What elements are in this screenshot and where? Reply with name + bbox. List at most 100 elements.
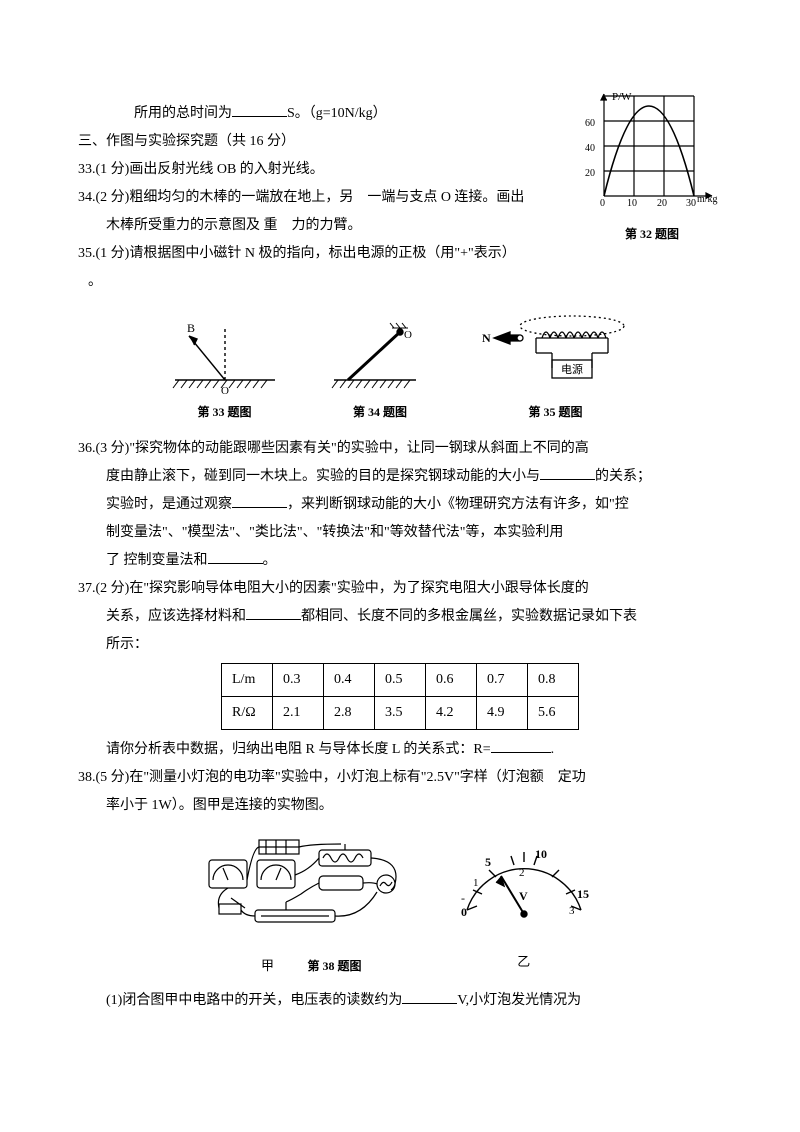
q37-text4a: 请你分析表中数据，归纳出电阻 R 与导体长度 L 的关系式：R= — [106, 742, 491, 757]
q38-sub1a: (1)闭合图甲中电路中的开关，电压表的读数约为 — [106, 993, 402, 1008]
q37-line4: 请你分析表中数据，归纳出电阻 R 与导体长度 L 的关系式：R=. — [78, 736, 722, 764]
svg-text:O: O — [221, 385, 229, 397]
q36-num: 36. — [78, 441, 96, 456]
svg-text:5: 5 — [485, 855, 491, 869]
q37-text4b: . — [551, 742, 555, 757]
q35-line2: 。 — [78, 268, 722, 296]
svg-text:60: 60 — [585, 118, 595, 129]
cell: 0.6 — [426, 664, 477, 697]
fig34-svg: O — [320, 318, 440, 398]
q36-line1: 36.(3 分)"探究物体的动能跟哪些因素有关"的实验中，让同一钢球从斜面上不同… — [78, 435, 722, 463]
cell: 5.6 — [528, 697, 579, 730]
q36-line2: 度由静止滚下，碰到同一木块上。实验的目的是探究钢球动能的大小与 的关系； — [78, 463, 722, 491]
q37-line1: 37.(2 分)在"探究影响导体电阻大小的因素"实验中，为了探究电阻大小跟导体长… — [78, 575, 722, 603]
q38-figures: 甲 第 38 题图 — [78, 830, 722, 981]
svg-text:B: B — [187, 321, 195, 335]
svg-text:V: V — [519, 889, 528, 903]
cell: 2.8 — [324, 697, 375, 730]
y-axis-label: P/W — [612, 91, 632, 103]
q32-chart: P/W 60 40 20 0 10 20 30 m/kg 第 32 题图 — [582, 90, 722, 246]
q33-text: 画出反射光线 OB 的入射光线。 — [129, 162, 323, 177]
q36-text5b: 。 — [263, 553, 277, 568]
q37-text2a: 关系，应该选择材料和 — [106, 609, 246, 624]
q38-line2: 率小于 1W）。图甲是连接的实物图。 — [78, 792, 722, 820]
fig38-left-svg — [201, 830, 421, 940]
cell: R/Ω — [222, 697, 273, 730]
q36-text2a: 度由静止滚下，碰到同一木块上。实验的目的是探究钢球动能的大小与 — [106, 469, 540, 484]
cell: L/m — [222, 664, 273, 697]
q33-pts: (1 分) — [96, 162, 130, 177]
q35-num: 35. — [78, 246, 96, 261]
q36-text5a: 了 控制变量法和 — [106, 553, 208, 568]
top-fragment-a: 所用的总时间为 — [134, 106, 232, 121]
fig35-svg: N 电源 — [476, 308, 636, 398]
q38-pts: (5 分) — [96, 770, 130, 785]
fig38-label-left: 甲 — [261, 958, 274, 973]
svg-text:20: 20 — [657, 198, 667, 209]
q35-pts: (1 分) — [96, 246, 130, 261]
cell: 0.8 — [528, 664, 579, 697]
q36-line3: 实验时，是通过观察 ，来判断钢球动能的大小《物理研究方法有许多，如"控 — [78, 491, 722, 519]
fig38-right-svg: 0 5 1 10 2 15 3 V - — [449, 836, 599, 936]
fig38-label-right: 乙 — [449, 949, 599, 975]
svg-text:0: 0 — [600, 198, 605, 209]
q37-text2b: 都相同、长度不同的多根金属丝，实验数据记录如下表 — [301, 609, 637, 624]
q36-text1: "探究物体的动能跟哪些因素有关"的实验中，让同一钢球从斜面上不同的高 — [129, 441, 588, 456]
fig38-caption: 第 38 题图 — [308, 959, 362, 973]
svg-text:10: 10 — [535, 847, 547, 861]
x-axis-label: m/kg — [697, 194, 718, 205]
q37-table: L/m 0.3 0.4 0.5 0.6 0.7 0.8 R/Ω 2.1 2.8 … — [221, 663, 579, 730]
svg-text:10: 10 — [627, 198, 637, 209]
cell: 4.2 — [426, 697, 477, 730]
svg-text:40: 40 — [585, 143, 595, 154]
cell: 2.1 — [273, 697, 324, 730]
fig33-caption: 第 33 题图 — [149, 400, 301, 424]
q36-text3a: 实验时，是通过观察 — [106, 497, 232, 512]
blank-q37-1 — [246, 605, 301, 620]
svg-text:3: 3 — [569, 905, 575, 917]
svg-text:20: 20 — [585, 168, 595, 179]
q38-num: 38. — [78, 770, 96, 785]
q34-pts: (2 分) — [96, 190, 130, 205]
blank-time — [232, 102, 287, 117]
svg-text:2: 2 — [519, 867, 525, 879]
q36-line5: 了 控制变量法和 。 — [78, 547, 722, 575]
fig33-svg: B O — [165, 318, 285, 398]
q37-line2: 关系，应该选择材料和 都相同、长度不同的多根金属丝，实验数据记录如下表 — [78, 603, 722, 631]
fig35-caption: 第 35 题图 — [460, 400, 652, 424]
svg-text:电源: 电源 — [561, 362, 583, 376]
top-fragment-b: S。（g=10N/kg） — [287, 106, 387, 121]
blank-q36-2 — [232, 493, 287, 508]
table-row: R/Ω 2.1 2.8 3.5 4.2 4.9 5.6 — [222, 697, 579, 730]
q35-text1: 请根据图中小磁针 N 极的指向，标出电源的正极（用"+"表示） — [129, 246, 515, 261]
fig34-caption: 第 34 题图 — [304, 400, 456, 424]
q36-text2b: 的关系； — [595, 469, 651, 484]
svg-text:30: 30 — [686, 198, 696, 209]
q34-num: 34. — [78, 190, 96, 205]
q33-num: 33. — [78, 162, 96, 177]
q34-text1: 粗细均匀的木棒的一端放在地上，另 一端与支点 O 连接。画出 — [129, 190, 524, 205]
cell: 0.3 — [273, 664, 324, 697]
blank-q36-1 — [540, 465, 595, 480]
q36-text3b: ，来判断钢球动能的大小《物理研究方法有许多，如"控 — [287, 497, 629, 512]
q36-pts: (3 分) — [96, 441, 130, 456]
svg-text:N: N — [482, 331, 491, 345]
svg-text:15: 15 — [577, 887, 589, 901]
blank-q38-1 — [402, 989, 457, 1004]
cell: 3.5 — [375, 697, 426, 730]
q32-caption: 第 32 题图 — [582, 222, 722, 246]
cell: 0.4 — [324, 664, 375, 697]
q38-line1: 38.(5 分)在"测量小灯泡的电功率"实验中，小灯泡上标有"2.5V"字样（灯… — [78, 764, 722, 792]
svg-text:1: 1 — [473, 877, 479, 889]
q38-sub1: (1)闭合图甲中电路中的开关，电压表的读数约为 V,小灯泡发光情况为 — [78, 987, 722, 1015]
figures-row-33-35: B O 第 33 题图 — [78, 308, 722, 427]
cell: 0.7 — [477, 664, 528, 697]
q37-line3: 所示： — [78, 631, 722, 659]
q38-sub1b: V,小灯泡发光情况为 — [457, 993, 581, 1008]
table-row: L/m 0.3 0.4 0.5 0.6 0.7 0.8 — [222, 664, 579, 697]
q37-num: 37. — [78, 581, 96, 596]
q38-text1: 在"测量小灯泡的电功率"实验中，小灯泡上标有"2.5V"字样（灯泡额 定功 — [129, 770, 585, 785]
svg-text:0: 0 — [461, 905, 467, 919]
cell: 0.5 — [375, 664, 426, 697]
blank-q37-2 — [491, 738, 551, 753]
